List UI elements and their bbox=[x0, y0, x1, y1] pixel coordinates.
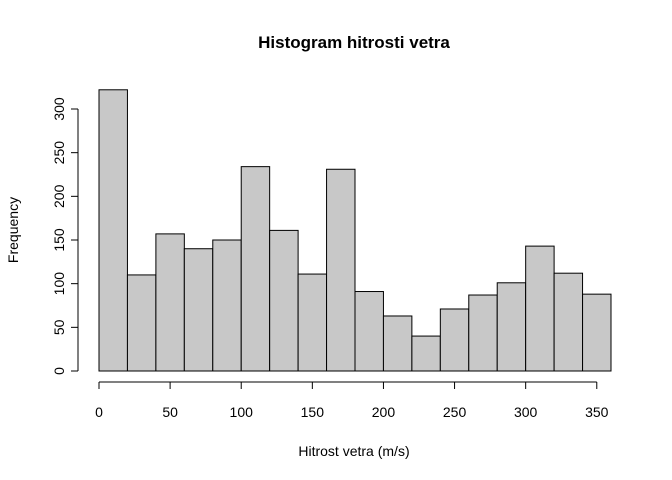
x-tick-label: 200 bbox=[372, 404, 396, 420]
histogram-bar bbox=[468, 294, 498, 372]
histogram-bar bbox=[354, 291, 384, 372]
histogram-bar bbox=[240, 166, 271, 372]
histogram-bar bbox=[496, 282, 527, 372]
histogram-bar bbox=[382, 315, 413, 372]
x-axis: 0 50 100 150 200 250 300 350 bbox=[95, 381, 609, 420]
y-axis: 0 50 100 150 200 250 300 bbox=[51, 97, 79, 375]
y-tick-label: 100 bbox=[51, 272, 67, 296]
histogram-bar bbox=[326, 168, 356, 372]
x-tick-label: 350 bbox=[585, 404, 609, 420]
histogram-bar bbox=[297, 273, 328, 372]
chart-title: Histogram hitrosti vetra bbox=[258, 33, 450, 52]
histogram-bar bbox=[155, 233, 185, 372]
histogram-bar bbox=[439, 308, 470, 372]
histogram-bar bbox=[553, 272, 584, 372]
x-axis-label: Hitrost vetra (m/s) bbox=[298, 443, 409, 459]
y-tick-label: 50 bbox=[51, 319, 67, 335]
histogram-bar bbox=[525, 245, 555, 372]
y-axis-label: Frequency bbox=[5, 197, 21, 263]
y-tick-label: 300 bbox=[51, 97, 67, 121]
y-tick-label: 250 bbox=[51, 141, 67, 165]
histogram-bar bbox=[269, 229, 299, 372]
x-tick-label: 250 bbox=[443, 404, 467, 420]
x-tick-label: 300 bbox=[514, 404, 538, 420]
x-tick-label: 150 bbox=[301, 404, 325, 420]
histogram-bar bbox=[98, 89, 128, 372]
histogram-bar bbox=[212, 239, 242, 372]
y-tick-label: 0 bbox=[51, 367, 67, 375]
x-tick-label: 50 bbox=[162, 404, 178, 420]
histogram-bar bbox=[582, 293, 612, 372]
y-tick-label: 150 bbox=[51, 228, 67, 252]
y-tick-label: 200 bbox=[51, 184, 67, 208]
x-tick-label: 0 bbox=[95, 404, 103, 420]
histogram-bar bbox=[126, 274, 157, 372]
histogram-bar bbox=[411, 335, 441, 372]
x-tick-label: 100 bbox=[230, 404, 254, 420]
bars-group bbox=[98, 89, 612, 372]
histogram-bar bbox=[183, 248, 214, 372]
